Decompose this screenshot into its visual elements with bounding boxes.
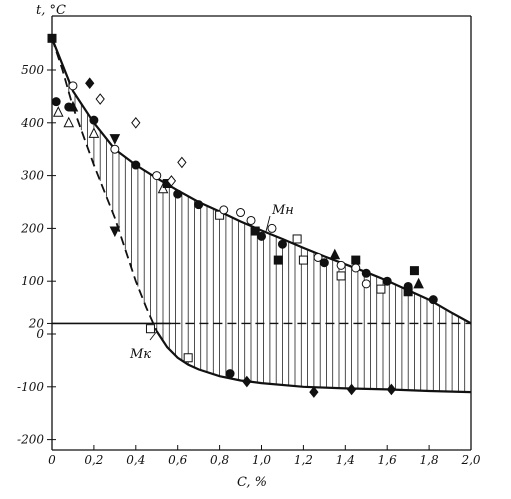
data-point: [267, 223, 277, 233]
data-point: [246, 215, 256, 225]
data-point: [273, 255, 283, 265]
data-point: [67, 100, 79, 112]
x-tick-label: 2,0: [460, 453, 480, 467]
y-tick-label: 500: [21, 63, 44, 77]
data-point: [177, 156, 187, 169]
data-point: [131, 116, 141, 129]
data-point: [376, 284, 386, 294]
data-point: [277, 239, 287, 249]
x-tick-label: 0,2: [84, 453, 103, 467]
data-point: [173, 189, 183, 199]
x-tick-label: 0,4: [126, 453, 145, 467]
data-point: [319, 258, 329, 268]
mn-leader: [265, 215, 271, 233]
x-tick-label: 1,2: [294, 453, 313, 467]
data-point: [51, 97, 61, 107]
y-tick-label: 200: [20, 221, 44, 235]
y-tick-label: 400: [20, 116, 44, 130]
y-tick-label: 20: [28, 316, 45, 330]
data-point: [166, 175, 177, 187]
mk-leader: [149, 331, 158, 341]
x-tick-label: 1,6: [378, 453, 397, 467]
y-tick-label: 100: [21, 274, 44, 288]
data-point: [329, 248, 341, 260]
hatched-band: [55, 48, 466, 392]
data-point: [63, 116, 75, 128]
y-axis-title: t, °C: [36, 3, 66, 18]
x-tick-label: 1,0: [252, 453, 271, 467]
data-point: [183, 353, 193, 363]
data-point: [336, 271, 346, 281]
curve-mn: [50, 37, 472, 325]
data-point: [89, 115, 99, 125]
data-point: [225, 369, 235, 379]
data-point: [145, 324, 155, 334]
y-tick-label: -200: [17, 433, 44, 447]
data-point: [242, 375, 252, 388]
data-point: [409, 266, 419, 276]
data-point: [152, 171, 162, 181]
axes-group: [47, 15, 472, 451]
y-tick-label: -100: [17, 380, 44, 394]
data-point: [157, 182, 169, 194]
data-point: [382, 276, 392, 286]
data-point: [309, 386, 319, 398]
data-point: [52, 106, 64, 117]
data-point: [68, 81, 78, 91]
mn-label: Mн: [271, 203, 294, 218]
data-point: [250, 226, 260, 236]
data-point: [109, 134, 121, 145]
data-point: [257, 231, 266, 241]
data-point: [428, 295, 438, 305]
x-tick-label: 0: [48, 453, 56, 467]
data-point: [313, 252, 323, 262]
data-point: [131, 160, 141, 170]
data-point: [95, 93, 105, 105]
x-axis-title: C, %: [237, 475, 267, 490]
data-point: [346, 383, 357, 396]
data-point: [110, 144, 120, 154]
data-point: [403, 281, 413, 291]
data-point: [236, 208, 246, 218]
y-tick-label: 300: [21, 169, 44, 183]
y-tick-label: 0: [36, 327, 44, 341]
data-point: [292, 234, 302, 244]
data-point: [88, 127, 100, 138]
data-point: [336, 260, 346, 270]
x-tick-label: 1,4: [336, 453, 355, 467]
data-point: [109, 226, 121, 238]
data-point: [361, 279, 371, 289]
data-point: [298, 255, 308, 265]
data-point: [361, 268, 371, 278]
data-point: [219, 205, 229, 215]
x-tick-label: 0,8: [210, 453, 229, 467]
data-point: [351, 263, 361, 273]
markers-group: [47, 33, 438, 398]
x-tick-label: 0,6: [168, 453, 187, 467]
mk-label: Mк: [129, 347, 151, 362]
data-point: [351, 255, 361, 265]
data-point: [386, 383, 397, 396]
x-tick-label: 1,8: [420, 453, 439, 467]
data-point: [194, 200, 204, 210]
curve-mk-dashed: [51, 38, 158, 332]
data-point: [413, 277, 424, 289]
data-point: [85, 77, 95, 90]
